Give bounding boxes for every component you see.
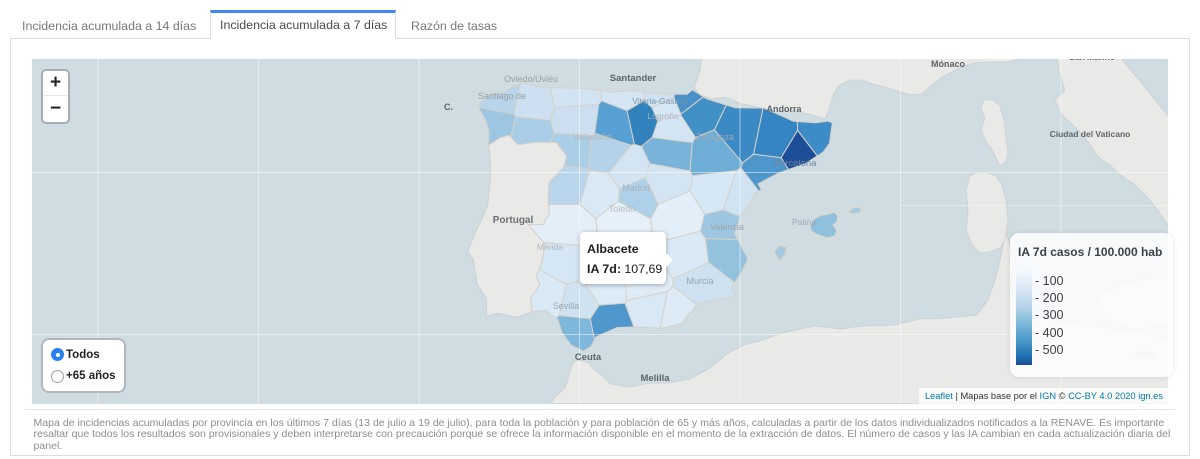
svg-text:Valladolid: Valladolid [573, 132, 611, 142]
svg-text:Logroño: Logroño [647, 111, 678, 121]
svg-text:Madrid: Madrid [622, 183, 650, 193]
svg-text:Murcia: Murcia [686, 276, 713, 286]
svg-text:Melilla: Melilla [640, 373, 670, 384]
svg-text:Barcelona: Barcelona [774, 158, 817, 169]
svg-text:Ceuta: Ceuta [575, 352, 602, 363]
svg-text:Oviedo/Uviéu: Oviedo/Uviéu [504, 74, 558, 84]
svg-text:Andorra: Andorra [766, 104, 802, 114]
svg-text:Valencia: Valencia [710, 222, 744, 232]
svg-text:San Marino: San Marino [1069, 59, 1115, 62]
svg-text:Toledo: Toledo [609, 204, 636, 214]
svg-text:C.: C. [444, 102, 453, 112]
svg-text:Portugal: Portugal [493, 215, 534, 226]
svg-text:Santander: Santander [610, 73, 657, 84]
svg-text:Santiago de: Santiago de [478, 91, 526, 101]
svg-text:Sevilla: Sevilla [553, 301, 580, 311]
svg-text:Zaragoza: Zaragoza [696, 132, 734, 142]
svg-text:Palma: Palma [792, 217, 816, 227]
svg-text:Ciudad del Vaticano: Ciudad del Vaticano [1050, 129, 1131, 139]
svg-text:Vitoria-Gasteiz: Vitoria-Gasteiz [632, 96, 688, 106]
svg-text:Mónaco: Mónaco [931, 59, 966, 69]
svg-text:Mérida: Mérida [537, 242, 563, 252]
